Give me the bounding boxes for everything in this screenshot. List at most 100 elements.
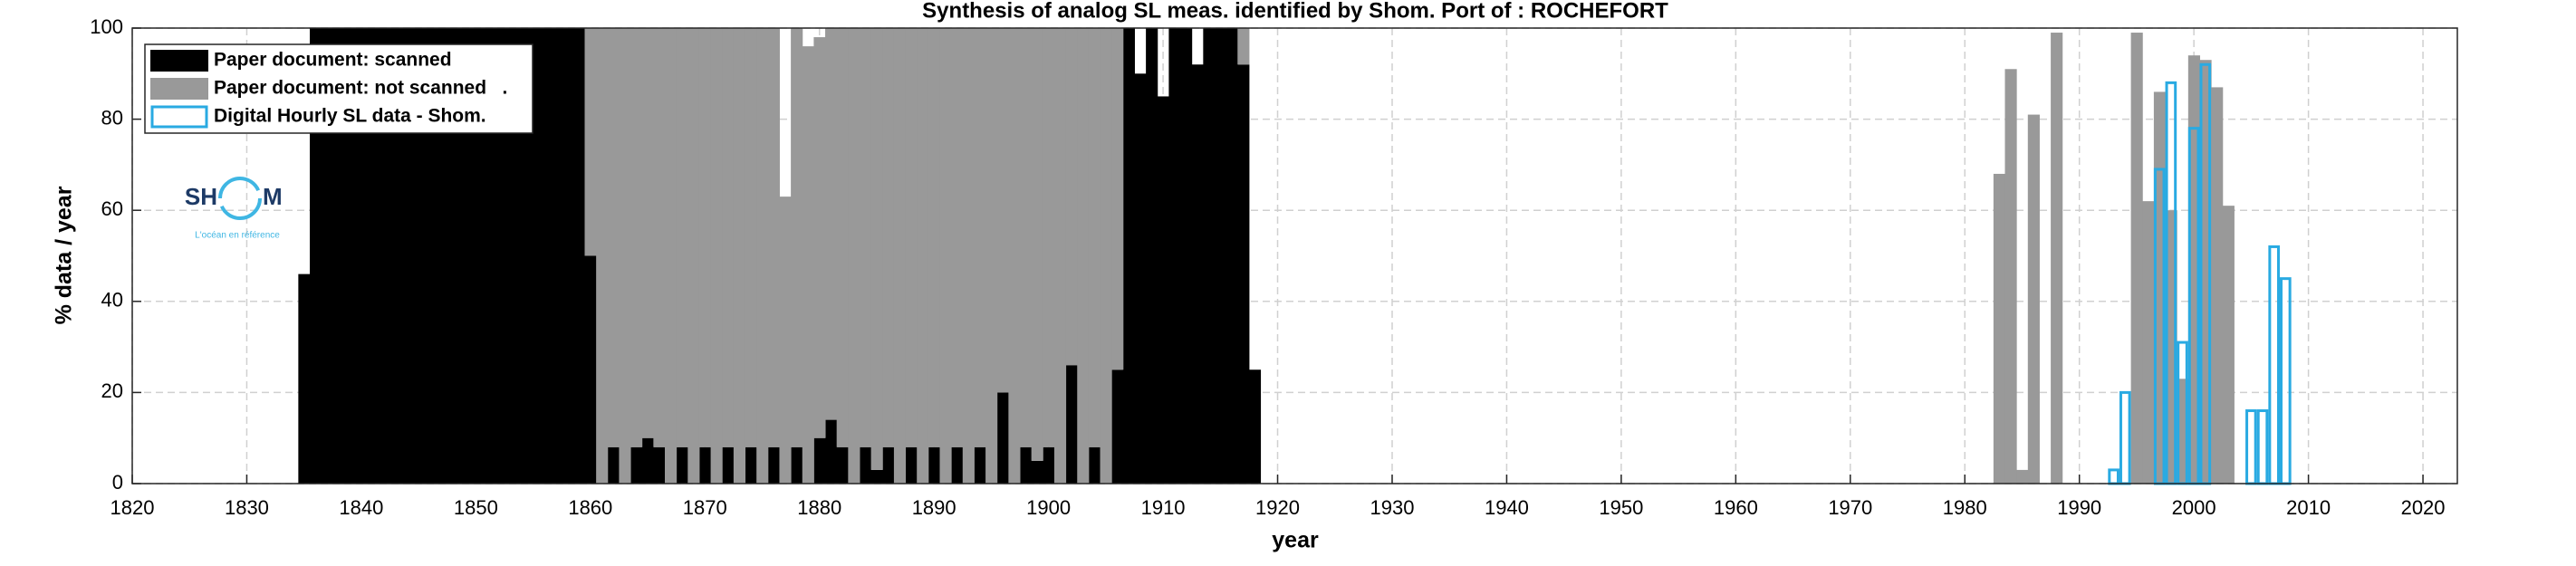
bar bbox=[813, 37, 826, 438]
bar bbox=[321, 28, 333, 484]
x-tick-label: 1880 bbox=[797, 496, 841, 519]
bar bbox=[870, 28, 883, 470]
legend-label: Paper document: not scanned . bbox=[214, 78, 507, 99]
x-tick-label: 1850 bbox=[454, 496, 498, 519]
x-tick-label: 1860 bbox=[568, 496, 612, 519]
bar bbox=[343, 28, 357, 484]
bar bbox=[401, 28, 414, 484]
bar bbox=[2211, 87, 2224, 484]
x-tick-label: 1910 bbox=[1141, 496, 1186, 519]
bar bbox=[653, 446, 666, 484]
logo-tagline: L'océan en référence bbox=[195, 231, 280, 241]
x-tick-label: 1960 bbox=[1714, 496, 1758, 519]
bar bbox=[665, 28, 678, 484]
y-tick-label: 0 bbox=[112, 471, 123, 494]
bar bbox=[928, 446, 940, 484]
bar bbox=[767, 446, 780, 484]
bar bbox=[710, 28, 723, 484]
bar bbox=[756, 28, 769, 484]
bar bbox=[596, 28, 609, 484]
x-tick-label: 1970 bbox=[1828, 496, 1872, 519]
bar bbox=[1111, 28, 1124, 370]
bar bbox=[607, 28, 620, 447]
logo-ring bbox=[218, 177, 262, 220]
bar bbox=[779, 197, 792, 484]
legend-swatch bbox=[150, 50, 208, 72]
bar bbox=[687, 28, 700, 484]
bar bbox=[2051, 33, 2063, 484]
bar bbox=[676, 446, 688, 484]
bar bbox=[698, 446, 712, 484]
bar bbox=[745, 28, 757, 447]
bar bbox=[836, 446, 849, 484]
bar bbox=[1168, 28, 1181, 484]
bar bbox=[882, 28, 895, 447]
bar bbox=[791, 446, 803, 484]
bar bbox=[1993, 173, 2006, 484]
y-tick-label: 100 bbox=[90, 15, 123, 38]
x-axis-label: year bbox=[1272, 528, 1319, 553]
bar bbox=[1031, 460, 1043, 484]
bar bbox=[1043, 446, 1055, 484]
logo-text: SH bbox=[185, 183, 217, 210]
plot-frame bbox=[131, 27, 2458, 484]
legend-swatch bbox=[150, 105, 208, 129]
bar bbox=[424, 28, 437, 484]
bar bbox=[310, 28, 322, 484]
bar bbox=[722, 446, 735, 484]
bar bbox=[2004, 69, 2017, 484]
bar bbox=[1191, 64, 1204, 484]
bar bbox=[1065, 365, 1078, 484]
bar bbox=[825, 419, 838, 484]
bar bbox=[1146, 28, 1158, 484]
bar bbox=[1065, 28, 1078, 366]
x-tick-label: 1990 bbox=[2057, 496, 2101, 519]
x-tick-label: 2000 bbox=[2172, 496, 2216, 519]
legend-label: Paper document: scanned bbox=[214, 50, 452, 71]
x-tick-label: 1870 bbox=[683, 496, 727, 519]
bar bbox=[1248, 369, 1262, 484]
bar bbox=[412, 28, 425, 484]
x-tick-label: 1900 bbox=[1026, 496, 1071, 519]
bar bbox=[848, 28, 860, 484]
bar bbox=[630, 446, 643, 484]
x-tick-label: 2010 bbox=[2286, 496, 2331, 519]
bar bbox=[1237, 64, 1250, 484]
bar bbox=[825, 28, 838, 420]
bar bbox=[985, 28, 998, 484]
bar bbox=[1122, 28, 1135, 484]
bar bbox=[653, 28, 666, 447]
bar bbox=[630, 28, 643, 447]
bar bbox=[2222, 206, 2235, 484]
bar bbox=[584, 28, 597, 256]
bar bbox=[767, 28, 780, 447]
bar bbox=[882, 446, 895, 484]
x-tick-label: 1840 bbox=[339, 496, 383, 519]
bar bbox=[996, 392, 1009, 484]
bar bbox=[1214, 28, 1227, 484]
bar bbox=[538, 28, 552, 484]
bar bbox=[607, 446, 620, 484]
bar bbox=[836, 28, 849, 447]
bar bbox=[619, 28, 631, 484]
bar bbox=[493, 28, 505, 484]
bar bbox=[2130, 33, 2143, 484]
bar bbox=[2027, 114, 2040, 484]
bar bbox=[641, 437, 654, 484]
bar bbox=[917, 28, 929, 484]
bar bbox=[298, 273, 311, 484]
legend-box bbox=[144, 43, 533, 134]
bar bbox=[1031, 28, 1043, 461]
bar bbox=[1077, 28, 1090, 484]
legend-label: Digital Hourly SL data - Shom. bbox=[214, 106, 486, 127]
bar bbox=[939, 28, 952, 484]
bar bbox=[1237, 28, 1250, 65]
bar bbox=[481, 28, 494, 484]
x-tick-label: 1890 bbox=[912, 496, 956, 519]
bar bbox=[572, 28, 585, 484]
bar bbox=[1203, 28, 1216, 484]
y-tick-label: 40 bbox=[101, 289, 123, 312]
x-tick-label: 1920 bbox=[1255, 496, 1300, 519]
